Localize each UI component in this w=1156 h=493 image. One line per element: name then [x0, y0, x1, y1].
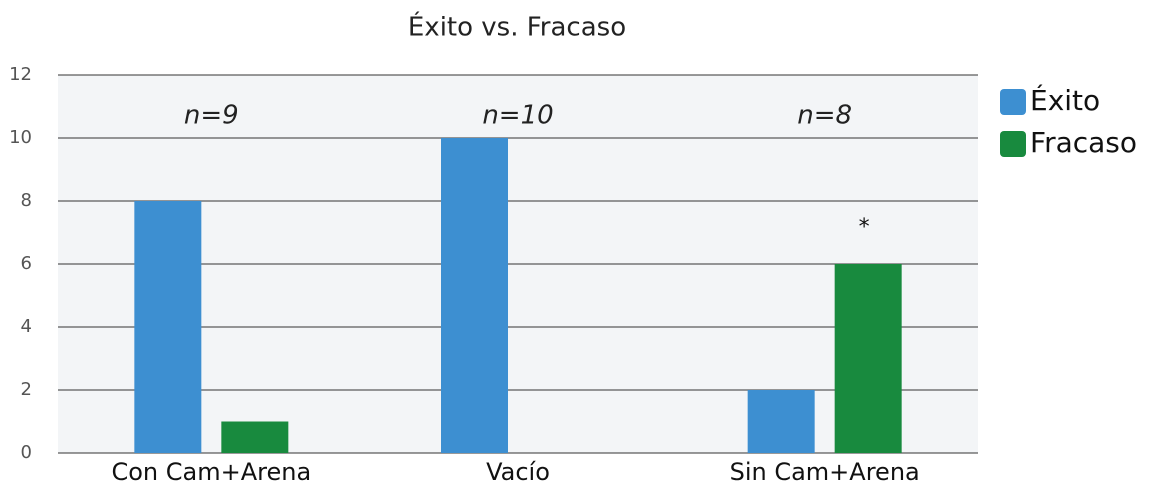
- group-label: n=8: [797, 101, 852, 131]
- legend-swatch: [1000, 131, 1026, 157]
- y-tick-label: 4: [21, 316, 32, 337]
- y-tick-label: 0: [21, 442, 32, 463]
- y-tick-label: 10: [9, 127, 32, 148]
- x-tick-label: Con Cam+Arena: [111, 458, 311, 486]
- legend-swatch: [1000, 89, 1026, 115]
- y-tick-label: 2: [21, 379, 32, 400]
- bar: [441, 138, 508, 453]
- y-tick-label: 12: [9, 64, 32, 85]
- y-tick-label: 8: [21, 190, 32, 211]
- x-tick-label: Sin Cam+Arena: [730, 458, 920, 486]
- chart-title: Éxito vs. Fracaso: [408, 11, 626, 43]
- y-tick-label: 6: [21, 253, 32, 274]
- group-label: n=9: [184, 101, 239, 131]
- legend-label: Éxito: [1030, 83, 1100, 117]
- bar: [834, 264, 902, 453]
- x-tick-label: Vacío: [486, 458, 550, 486]
- bar: [747, 390, 815, 453]
- annotation: *: [859, 215, 870, 240]
- legend-label: Fracaso: [1030, 126, 1137, 159]
- bar: [134, 201, 202, 453]
- group-label: n=10: [482, 101, 553, 131]
- bar: [221, 421, 289, 453]
